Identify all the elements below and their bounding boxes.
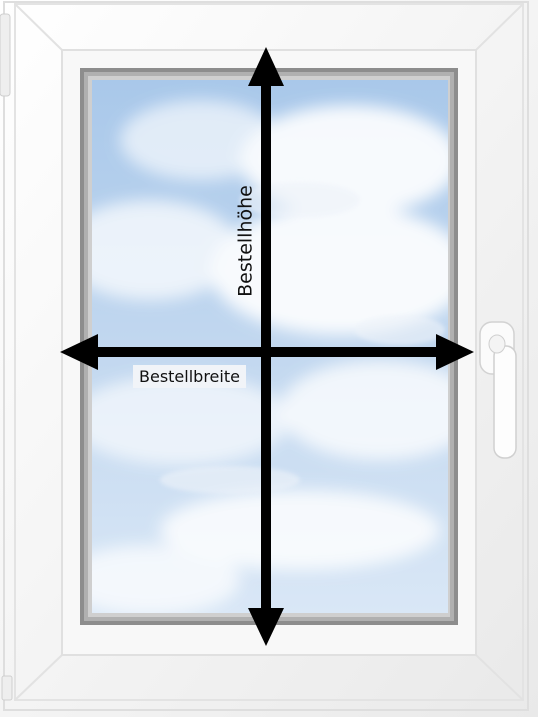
height-label: Bestellhöhe [234, 185, 257, 297]
hinge-icon [0, 13, 13, 701]
height-arrow [248, 47, 284, 646]
width-label: Bestellbreite [133, 365, 246, 388]
window-handle-icon [479, 321, 517, 459]
width-arrow [60, 334, 474, 370]
